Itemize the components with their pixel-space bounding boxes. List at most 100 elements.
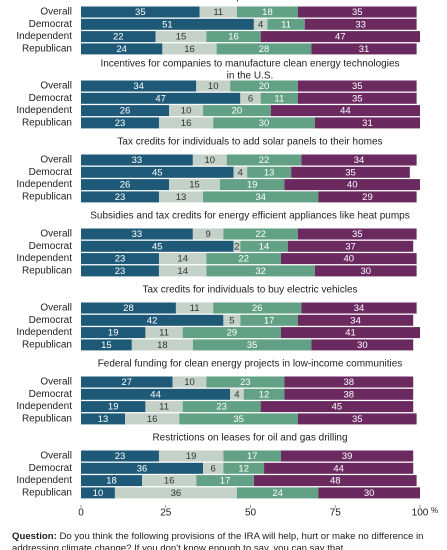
bar-segment (314, 265, 417, 277)
segment-label: 26 (252, 303, 263, 314)
segment-label: 35 (233, 414, 244, 425)
bar-segment (281, 253, 417, 265)
segment-label: 38 (344, 389, 355, 400)
category-label: Independent (16, 401, 72, 412)
segment-label: 36 (171, 488, 182, 499)
bar-segment (301, 302, 417, 314)
bar-segment (196, 80, 231, 92)
segment-label: 5 (229, 315, 234, 326)
bar-segment (114, 487, 237, 499)
bar-segment (281, 450, 414, 462)
panel-title: Tax credits for individuals to buy elect… (142, 285, 357, 296)
segment-label: 35 (247, 340, 258, 351)
panel-title: in the U.S. (227, 71, 274, 82)
bar-segment (297, 413, 417, 425)
bar-segment (81, 117, 159, 129)
bar-segment (203, 105, 271, 117)
segment-label: 14 (177, 254, 188, 265)
bar-segment (253, 18, 268, 30)
bar-segment (81, 413, 126, 425)
bar-segment (81, 339, 132, 351)
segment-label: 11 (190, 303, 200, 314)
segment-label: 16 (164, 476, 175, 487)
bar-segment (182, 401, 261, 413)
segment-label: 37 (345, 241, 356, 252)
bar-segment (267, 18, 305, 30)
category-label: Independent (16, 253, 72, 264)
bar-segment (311, 339, 414, 351)
bar-segment (81, 240, 234, 252)
segment-label: 23 (115, 254, 126, 265)
bar-segment (318, 191, 417, 203)
category-label: Overall (40, 7, 72, 18)
bar-segment (206, 253, 282, 265)
segment-label: 36 (137, 463, 148, 474)
segment-label: 28 (123, 303, 134, 314)
segment-label: 10 (184, 377, 195, 388)
x-tick-label: 100 (412, 508, 429, 519)
bar-segment (81, 388, 231, 400)
segment-label: 2 (234, 241, 239, 252)
category-label: Democrat (29, 19, 73, 30)
bar-segment (297, 80, 417, 92)
segment-label: 4 (258, 19, 263, 30)
segment-label: 19 (108, 328, 119, 339)
segment-label: 19 (247, 180, 258, 191)
segment-label: 4 (234, 389, 239, 400)
segment-label: 11 (281, 19, 291, 30)
bar-segment (145, 327, 183, 339)
bar-segment (233, 166, 248, 178)
segment-label: 15 (176, 32, 187, 43)
bar-segment (206, 265, 315, 277)
segment-label: 16 (228, 32, 239, 43)
bar-segment (155, 31, 207, 43)
bar-segment (236, 6, 298, 18)
segment-label: 15 (101, 340, 112, 351)
segment-label: 14 (259, 241, 270, 252)
bar-segment (81, 487, 115, 499)
bar-segment (81, 265, 159, 277)
bar-segment (81, 105, 170, 117)
category-label: Democrat (29, 241, 73, 252)
category-label: Republican (22, 488, 72, 499)
bar-segment (81, 253, 159, 265)
category-label: Republican (22, 340, 72, 351)
bar-segment (213, 302, 302, 314)
bar-segment (145, 401, 183, 413)
bar-segment (172, 376, 207, 388)
segment-label: 13 (176, 192, 187, 203)
segment-label: 19 (186, 451, 197, 462)
category-label: Overall (40, 229, 72, 240)
bar-segment (158, 117, 214, 129)
segment-label: 20 (232, 106, 243, 117)
panel-title: power (236, 0, 264, 3)
bar-segment (216, 43, 312, 55)
segment-label: 35 (352, 229, 363, 240)
bar-segment (223, 314, 241, 326)
bar-segment (253, 475, 417, 487)
category-label: Democrat (29, 93, 73, 104)
segment-label: 23 (115, 451, 126, 462)
segment-label: 35 (352, 93, 363, 104)
bar-segment (213, 117, 315, 129)
segment-label: 23 (115, 118, 126, 129)
segment-label: 10 (208, 81, 219, 92)
bar-segment (162, 43, 217, 55)
bar-segment (81, 401, 146, 413)
segment-label: 30 (360, 266, 371, 277)
segment-label: 48 (330, 476, 341, 487)
segment-label: 22 (259, 155, 270, 166)
segment-label: 22 (238, 254, 249, 265)
category-label: Independent (16, 475, 72, 486)
note-label: Question: (12, 531, 57, 542)
segment-label: 11 (213, 7, 223, 18)
bar-segment (301, 154, 417, 166)
segment-label: 13 (264, 167, 275, 178)
segment-label: 35 (352, 414, 363, 425)
category-label: Independent (16, 31, 72, 42)
segment-label: 33 (355, 19, 366, 30)
segment-label: 32 (255, 266, 266, 277)
bar-segment (287, 240, 414, 252)
bar-segment (175, 302, 214, 314)
segment-label: 22 (255, 229, 266, 240)
